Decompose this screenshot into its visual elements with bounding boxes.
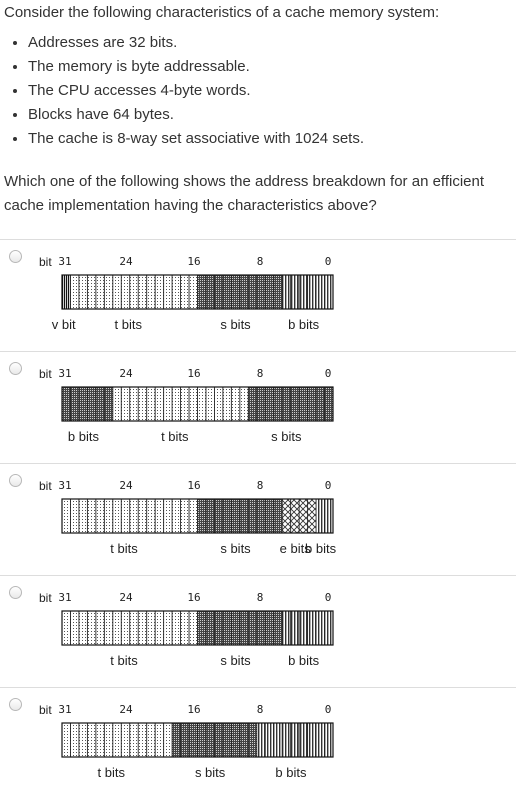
bit-tick-label: 8: [256, 255, 264, 268]
bit-tick-label: 0: [324, 367, 332, 380]
characteristic-item: Blocks have 64 bytes.: [4, 106, 519, 130]
bit-tick-label: 24: [119, 703, 133, 716]
address-field-b-bits: [256, 723, 333, 757]
field-label: s bits: [271, 429, 302, 444]
bit-tick-label: 16: [187, 591, 201, 604]
question-intro: Consider the following characteristics o…: [4, 4, 440, 21]
address-bar-outline: [61, 610, 334, 646]
address-breakdown-diagram: [61, 610, 334, 646]
field-label: s bits: [194, 765, 226, 780]
bit-tick-label: 16: [187, 479, 201, 492]
bit-axis-word: bit: [39, 591, 52, 605]
address-field-t-bits: [62, 723, 173, 757]
field-label: t bits: [97, 765, 126, 780]
bit-axis-word: bit: [39, 479, 52, 493]
field-label: b bits: [288, 317, 320, 332]
bit-tick-label: 0: [324, 703, 332, 716]
bit-tick-label: 31: [58, 591, 72, 604]
bit-tick-label: 24: [119, 479, 133, 492]
address-field-t-bits: [70, 275, 198, 309]
characteristics-list: Addresses are 32 bits. The memory is byt…: [4, 34, 519, 154]
answer-option-5[interactable]: bit 31 24 16 8 0 t bits s bits b bits: [0, 687, 516, 800]
address-breakdown-diagram: [61, 386, 334, 422]
address-bar-outline: [61, 274, 334, 310]
field-label: b bits: [288, 653, 320, 668]
field-label: t bits: [161, 429, 189, 444]
bit-tick-label: 8: [256, 479, 264, 492]
field-label: b bits: [67, 429, 99, 444]
address-field-v-bit: [62, 275, 71, 309]
bit-tick-label: 0: [324, 479, 332, 492]
option-radio-button[interactable]: [9, 586, 22, 599]
field-label: t bits: [114, 317, 142, 332]
address-breakdown-diagram: [61, 274, 334, 310]
bit-tick-label: 0: [324, 591, 332, 604]
bit-tick-label: 24: [119, 367, 133, 380]
option-radio-button[interactable]: [9, 250, 22, 263]
bit-axis-word: bit: [39, 367, 52, 381]
question-prompt: Which one of the following shows the add…: [4, 173, 484, 214]
field-label: e bits: [279, 541, 311, 556]
field-label: b bits: [275, 765, 307, 780]
field-label: s bits: [220, 317, 251, 332]
answer-option-1[interactable]: bit 31 24 16 8 0 v bit t bits s bits b bits: [0, 239, 516, 352]
address-bar-outline: [61, 498, 334, 534]
answer-option-2[interactable]: bit 31 24 16 8 0 b bits t bits s bits: [0, 351, 516, 464]
bit-tick-label: 24: [119, 255, 133, 268]
bit-tick-label: 31: [58, 703, 72, 716]
bit-tick-label: 8: [256, 367, 264, 380]
bit-tick-label: 16: [187, 367, 201, 380]
characteristic-item: The memory is byte addressable.: [4, 58, 519, 82]
characteristic-item: The cache is 8-way set associative with …: [4, 130, 519, 154]
bit-axis-word: bit: [39, 255, 52, 269]
question-stem: Consider the following characteristics o…: [4, 4, 519, 154]
bit-tick-label: 31: [58, 255, 72, 268]
characteristic-item: Addresses are 32 bits.: [4, 34, 519, 58]
field-label: s bits: [220, 541, 251, 556]
answer-option-4[interactable]: bit 31 24 16 8 0 t bits s bits b bits: [0, 575, 516, 688]
bit-tick-label: 0: [324, 255, 332, 268]
field-label: v bit: [51, 317, 76, 332]
field-label: b bits: [305, 541, 337, 556]
characteristic-item: The CPU accesses 4-byte words.: [4, 82, 519, 106]
bit-tick-label: 8: [256, 703, 264, 716]
address-breakdown-diagram: [61, 498, 334, 534]
address-bar-outline: [61, 386, 334, 422]
bit-tick-label: 31: [58, 479, 72, 492]
field-label: t bits: [110, 541, 138, 556]
bit-tick-label: 31: [58, 367, 72, 380]
field-label: s bits: [220, 653, 251, 668]
option-radio-button[interactable]: [9, 474, 22, 487]
answer-option-3[interactable]: bit 31 24 16 8 0 t bits s bits e bits b bits: [0, 463, 516, 576]
bit-axis-word: bit: [39, 703, 52, 717]
option-radio-button[interactable]: [9, 698, 22, 711]
bit-tick-label: 24: [119, 591, 133, 604]
field-label: t bits: [110, 653, 138, 668]
bit-tick-label: 16: [187, 703, 201, 716]
address-bar-outline: [61, 722, 334, 758]
bit-tick-label: 16: [187, 255, 201, 268]
address-breakdown-diagram: [61, 722, 334, 758]
option-radio-button[interactable]: [9, 362, 22, 375]
bit-tick-label: 8: [256, 591, 264, 604]
